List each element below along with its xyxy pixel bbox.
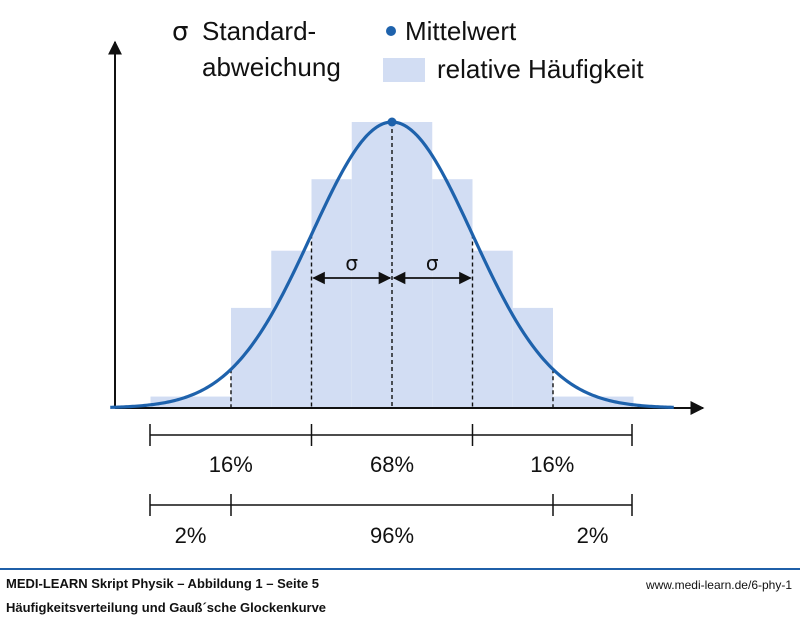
legend-bar-label: relative Häufigkeit bbox=[437, 54, 644, 84]
sigma-label: σ bbox=[426, 251, 439, 275]
range-label: 16% bbox=[530, 452, 574, 477]
footer-rule bbox=[0, 568, 800, 570]
range-label: 68% bbox=[370, 452, 414, 477]
histogram-bar bbox=[392, 122, 433, 408]
footer-title: MEDI-LEARN Skript Physik – Abbildung 1 –… bbox=[6, 576, 320, 591]
percentage-brackets: 16% 68% 16% 2% 96% 2% bbox=[149, 424, 633, 548]
legend: σ Standard- abweichung Mittelwert relati… bbox=[172, 16, 644, 84]
range-label: 96% bbox=[370, 523, 414, 548]
gauss-figure: σ Standard- abweichung Mittelwert relati… bbox=[108, 16, 705, 548]
histogram-bar bbox=[311, 179, 352, 408]
mean-marker bbox=[387, 117, 397, 127]
histogram-bar bbox=[432, 179, 473, 408]
legend-sigma-symbol: σ bbox=[172, 17, 188, 47]
histogram-bar bbox=[150, 396, 231, 408]
histogram-bar bbox=[553, 396, 634, 408]
sigma-label: σ bbox=[345, 251, 358, 275]
footer-caption: Häufigkeitsverteilung und Gauß´sche Gloc… bbox=[6, 600, 327, 615]
legend-bar-swatch bbox=[383, 58, 425, 82]
guide-lines bbox=[230, 122, 554, 408]
legend-mean-dot bbox=[386, 26, 396, 36]
range-label: 2% bbox=[577, 523, 609, 548]
legend-sigma-line1: Standard- bbox=[202, 16, 316, 46]
footer-url: www.medi-learn.de/6-phy-1 bbox=[645, 578, 792, 592]
histogram-bar bbox=[351, 122, 392, 408]
legend-sigma-line2: abweichung bbox=[202, 52, 341, 82]
legend-mean-label: Mittelwert bbox=[405, 16, 517, 46]
range-label: 2% bbox=[175, 523, 207, 548]
range-label: 16% bbox=[209, 452, 253, 477]
